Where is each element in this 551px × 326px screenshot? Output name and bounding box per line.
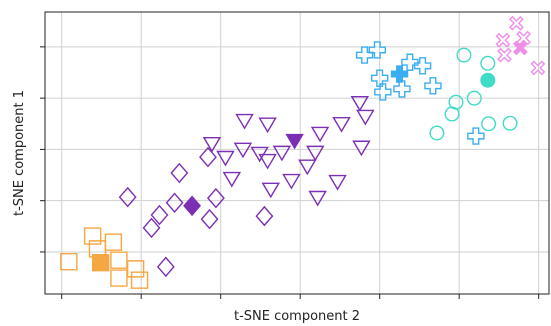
- scatter-point: [530, 60, 546, 76]
- scatter-point: [424, 77, 442, 95]
- scatter-point: [150, 204, 169, 226]
- scatter-point: [352, 140, 371, 157]
- scatter-point: [497, 47, 512, 63]
- scatter-point: [481, 116, 497, 132]
- scatter-point: [350, 95, 370, 112]
- scatter-point: [413, 57, 432, 75]
- scatter-point: [165, 192, 184, 214]
- scatter-point: [495, 32, 511, 48]
- scatter-point: [429, 125, 445, 141]
- scatter-point: [502, 115, 518, 131]
- scatter-point: [308, 190, 327, 207]
- scatter-point: [509, 15, 524, 31]
- scatter-point: [216, 150, 235, 167]
- scatter-point: [156, 256, 175, 278]
- scatter-point: [235, 113, 254, 130]
- scatter-point: [393, 80, 411, 98]
- scatter-point: [258, 117, 277, 134]
- scatter-point: [258, 153, 277, 170]
- scatter-point: [233, 142, 253, 159]
- scatter-point: [285, 133, 304, 150]
- scatter-point: [306, 145, 325, 162]
- scatter-point: [328, 174, 347, 191]
- scatter-point: [480, 55, 496, 71]
- scatter-point: [456, 47, 472, 63]
- scatter-point: [466, 90, 482, 106]
- scatter-point: [356, 109, 375, 126]
- scatter-point: [200, 208, 219, 230]
- scatter-point: [110, 269, 128, 287]
- scatter-point: [332, 116, 351, 133]
- scatter-point: [298, 159, 317, 176]
- scatter-point: [370, 69, 389, 87]
- plot-frame: [44, 11, 550, 295]
- scatter-point: [91, 254, 110, 272]
- scatter-point: [261, 182, 280, 199]
- scatter-point: [355, 46, 374, 64]
- scatter-point: [142, 217, 161, 239]
- scatter-point: [206, 187, 225, 209]
- scatter-point: [310, 126, 330, 143]
- scatter-point: [368, 41, 386, 59]
- scatter-point: [512, 40, 528, 56]
- scatter-point: [282, 173, 301, 190]
- scatter-point: [374, 83, 392, 101]
- scatter-point: [401, 53, 419, 71]
- scatter-point: [467, 127, 485, 145]
- scatter-point: [272, 145, 292, 162]
- scatter-point: [255, 205, 274, 227]
- scatter-point: [110, 251, 128, 269]
- scatter-point: [130, 271, 149, 289]
- scatter-point: [390, 65, 409, 83]
- x-axis-label: t-SNE component 2: [234, 309, 360, 324]
- scatter-point: [83, 227, 102, 245]
- scatter-point: [444, 106, 460, 122]
- scatter-point: [170, 162, 189, 184]
- scatter-point: [104, 233, 123, 251]
- scatter-point: [199, 146, 217, 168]
- scatter-point: [222, 171, 242, 188]
- scatter-point: [202, 136, 222, 153]
- y-axis-label: t-SNE component 1: [12, 90, 27, 216]
- scatter-point: [60, 252, 78, 271]
- scatter-point: [480, 72, 496, 88]
- scatter-point: [183, 195, 201, 217]
- scatter-point: [118, 186, 137, 208]
